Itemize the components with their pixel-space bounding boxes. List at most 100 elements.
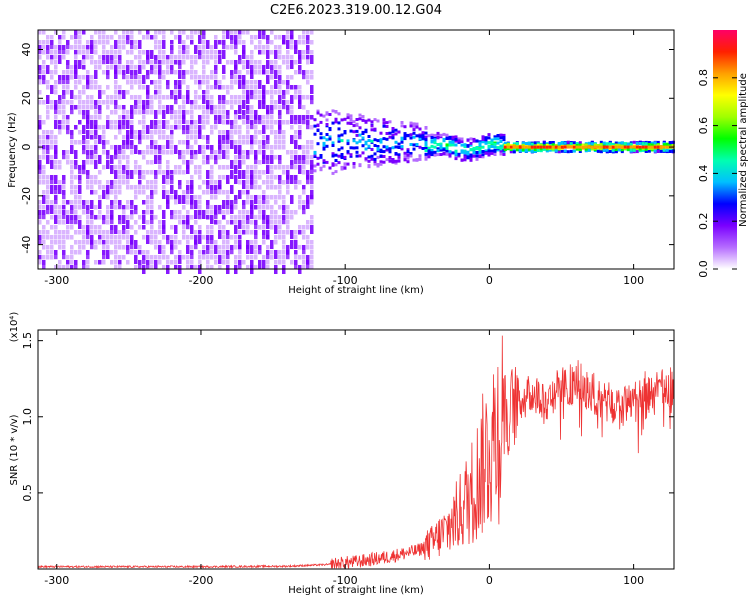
spectrogram-cell — [246, 180, 250, 185]
spectrogram-cell — [306, 200, 310, 209]
spectrogram-cell — [286, 175, 290, 184]
spectrogram-cell — [58, 80, 62, 85]
spectrogram-cell — [154, 40, 158, 45]
spectrogram-cell — [286, 220, 290, 225]
spectrogram-cell — [290, 215, 294, 220]
spectrogram-cell — [158, 150, 162, 155]
spectrogram-cell — [178, 125, 182, 130]
spectrogram-cell — [242, 220, 246, 225]
spectrogram-cell — [246, 240, 250, 249]
spectrogram-cell — [150, 220, 154, 225]
spectrogram-cell — [340, 153, 344, 156]
spectrogram-cell — [346, 142, 350, 146]
spectrogram-cell — [150, 260, 154, 265]
spectrogram-cell — [340, 139, 344, 143]
spectrogram-cell — [394, 159, 398, 163]
spectrogram-cell — [254, 70, 258, 75]
spectrogram-cell — [82, 205, 86, 210]
spectrogram-cell — [246, 30, 250, 35]
spectrogram-cell — [496, 141, 500, 145]
spectrogram-cell — [198, 235, 202, 244]
spectrogram-cell — [102, 45, 106, 50]
spectrogram-cell — [78, 75, 82, 80]
spectrogram-cell — [493, 145, 497, 149]
spectrogram-cell — [403, 132, 407, 136]
spectrogram-cell — [194, 120, 198, 125]
spectrogram-cell — [302, 30, 306, 35]
spectrogram-cell — [66, 255, 70, 260]
spectrogram-cell — [238, 150, 242, 159]
spectrogram-cell — [340, 165, 344, 169]
spectrogram-cell — [242, 95, 246, 100]
spectrogram-cell — [379, 160, 383, 164]
spectrogram-cell — [126, 130, 130, 139]
spectrogram-cell — [150, 255, 154, 260]
spectrogram-cell — [86, 250, 90, 259]
spectrogram-cell — [352, 130, 356, 134]
spectrogram-cell — [319, 155, 323, 159]
spectrogram-cell — [170, 180, 174, 185]
spectrogram-cell — [62, 30, 66, 35]
spectrogram-cell — [310, 215, 314, 220]
spectrogram-cell — [214, 245, 218, 254]
spectrogram-cell — [210, 190, 214, 195]
spectrogram-cell — [138, 185, 142, 190]
spectrogram-cell — [202, 235, 206, 240]
spectrogram-cell — [198, 200, 202, 205]
spectrogram-cell — [539, 145, 543, 149]
spectrogram-cell — [66, 75, 70, 84]
spectrogram-y-tick-label: -40 — [20, 236, 33, 254]
spectrogram-cell — [218, 210, 222, 215]
spectrogram-cell — [166, 95, 170, 100]
spectrogram-cell — [282, 240, 286, 245]
spectrogram-cell — [218, 140, 222, 149]
spectrogram-cell — [62, 155, 66, 160]
spectrogram-cell — [379, 140, 383, 144]
spectrogram-cell — [302, 55, 306, 60]
spectrogram-cell — [310, 50, 314, 55]
spectrogram-cell — [118, 245, 122, 250]
spectrogram-cell — [114, 240, 118, 245]
spectrogram-cell — [66, 80, 70, 85]
spectrogram-cell — [114, 185, 118, 190]
spectrogram-cell — [246, 110, 250, 115]
spectrogram-cell — [310, 155, 314, 160]
spectrogram-cell — [210, 240, 214, 245]
spectrogram-cell — [218, 150, 222, 155]
spectrogram-cell — [457, 154, 461, 158]
spectrogram-cell — [222, 150, 226, 159]
spectrogram-cell — [626, 145, 630, 149]
spectrogram-cell — [214, 85, 218, 90]
spectrogram-cell — [397, 153, 401, 157]
spectrogram-cell — [94, 145, 98, 154]
spectrogram-cell — [306, 40, 310, 45]
spectrogram-cell — [38, 220, 42, 225]
spectrogram-cell — [130, 200, 134, 209]
spectrogram-cell — [361, 115, 365, 119]
spectrogram-cell — [274, 225, 278, 234]
spectrogram-cell — [106, 55, 110, 64]
spectrogram-cell — [82, 85, 86, 90]
spectrogram-cell — [563, 141, 567, 145]
spectrogram-cell — [50, 155, 54, 160]
spectrogram-cell — [566, 145, 570, 149]
spectrogram-cell — [210, 205, 214, 210]
spectrogram-cell — [98, 60, 102, 65]
spectrogram-cell — [206, 110, 210, 115]
spectrogram-cell — [142, 200, 146, 205]
spectrogram-cell — [226, 110, 230, 119]
spectrogram-cell — [214, 120, 218, 125]
spectrogram-cell — [102, 185, 106, 190]
spectrogram-cell — [306, 115, 310, 120]
spectrogram-cell — [146, 180, 150, 185]
spectrogram-cell — [146, 30, 150, 35]
spectrogram-cell — [122, 45, 126, 50]
spectrogram-cell — [170, 45, 174, 54]
spectrogram-cell — [162, 255, 166, 260]
spectrogram-cell — [202, 150, 206, 155]
spectrogram-cell — [481, 145, 485, 149]
spectrogram-cell — [118, 200, 122, 209]
spectrogram-cell — [325, 144, 329, 148]
spectrogram-cell — [379, 150, 383, 153]
snr-x-tick-label: -100 — [333, 574, 358, 587]
